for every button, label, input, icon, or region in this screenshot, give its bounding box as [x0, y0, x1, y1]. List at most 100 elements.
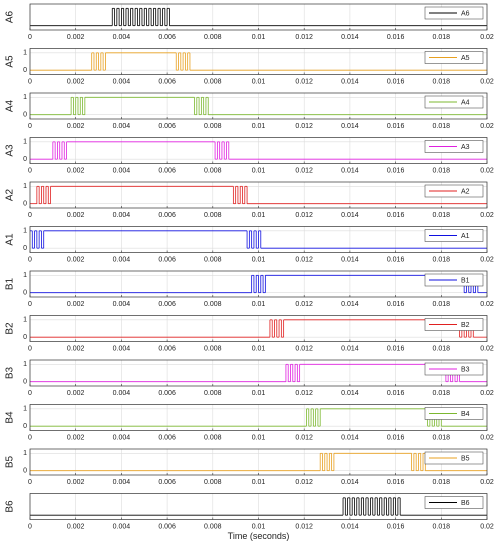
x-tick-label: 0.008 [204, 345, 222, 352]
x-tick-label: 0.014 [341, 390, 359, 397]
x-tick-label: 0.004 [113, 212, 131, 219]
x-tick-label: 0.014 [341, 123, 359, 130]
y-axis-label: A3 [5, 144, 16, 157]
y-tick-label: 1 [23, 272, 27, 279]
x-tick-label: 0.006 [158, 78, 176, 85]
y-tick-label: 0 [23, 468, 27, 475]
x-tick-label: 0.01 [252, 78, 266, 85]
y-axis-label: A2 [5, 188, 16, 201]
x-tick-label: 0.018 [433, 167, 451, 174]
y-tick-label: 0 [23, 201, 27, 208]
x-tick-label: 0.018 [433, 345, 451, 352]
x-tick-label: 0.02 [480, 167, 494, 174]
x-tick-label: 0.016 [387, 167, 405, 174]
x-tick-label: 0.012 [295, 479, 313, 486]
x-tick-label: 0.002 [67, 34, 85, 41]
x-tick-label: 0.02 [480, 78, 494, 85]
x-tick-label: 0.008 [204, 390, 222, 397]
x-tick-label: 0 [28, 34, 32, 41]
axes-frame [29, 493, 488, 520]
x-tick-label: 0.012 [295, 212, 313, 219]
y-tick-label: 1 [23, 450, 27, 457]
x-tick-label: 0 [28, 479, 32, 486]
x-tick-label: 0.006 [158, 345, 176, 352]
y-axis-label: B2 [5, 322, 16, 335]
x-tick-label: 0.014 [341, 212, 359, 219]
x-tick-label: 0.008 [204, 434, 222, 441]
x-tick-label: 0.008 [204, 523, 222, 530]
x-tick-label: 0.02 [480, 301, 494, 308]
y-tick-label: 1 [23, 94, 27, 101]
x-tick-label: 0.012 [295, 390, 313, 397]
x-tick-label: 0.02 [480, 434, 494, 441]
x-tick-label: 0.016 [387, 212, 405, 219]
x-tick-label: 0.006 [158, 167, 176, 174]
x-tick-label: 0.006 [158, 212, 176, 219]
x-tick-label: 0.014 [341, 167, 359, 174]
x-tick-label: 0.014 [341, 78, 359, 85]
x-tick-label: 0.004 [113, 301, 131, 308]
y-axis-label: B6 [5, 500, 16, 513]
y-tick-label: 1 [23, 139, 27, 146]
legend-label: A3 [461, 144, 470, 151]
x-tick-label: 0.02 [480, 345, 494, 352]
x-tick-label: 0.004 [113, 256, 131, 263]
x-tick-label: 0 [28, 434, 32, 441]
x-tick-label: 0.004 [113, 345, 131, 352]
x-tick-label: 0.006 [158, 123, 176, 130]
x-tick-label: 0.016 [387, 479, 405, 486]
x-tick-label: 0.016 [387, 301, 405, 308]
x-tick-label: 0.012 [295, 301, 313, 308]
x-tick-label: 0 [28, 523, 32, 530]
y-tick-label: 1 [23, 50, 27, 57]
x-tick-label: 0.016 [387, 78, 405, 85]
x-tick-label: 0.012 [295, 123, 313, 130]
x-tick-label: 0.002 [67, 256, 85, 263]
y-tick-label: 0 [23, 67, 27, 74]
x-tick-label: 0 [28, 123, 32, 130]
x-tick-label: 0.004 [113, 434, 131, 441]
x-tick-label: 0.02 [480, 123, 494, 130]
y-axis-label: A4 [5, 99, 16, 112]
axes-frame [29, 270, 488, 298]
x-tick-label: 0.01 [252, 123, 266, 130]
y-axis-label: B4 [5, 411, 16, 424]
axes-frame [29, 137, 488, 164]
x-tick-label: 0.008 [204, 212, 222, 219]
axes-frame [29, 404, 488, 431]
x-tick-label: 0.02 [480, 256, 494, 263]
y-tick-label: 0 [23, 245, 27, 252]
y-tick-label: 1 [23, 317, 27, 324]
y-axis-label: A6 [5, 10, 16, 23]
x-tick-label: 0.018 [433, 434, 451, 441]
x-tick-label: 0.018 [433, 123, 451, 130]
x-tick-label: 0.002 [67, 345, 85, 352]
x-tick-label: 0.02 [480, 212, 494, 219]
x-tick-label: 0.01 [252, 345, 266, 352]
x-tick-label: 0.014 [341, 479, 359, 486]
axes-frame [29, 315, 488, 342]
x-tick-label: 0.01 [252, 434, 266, 441]
x-tick-label: 0.016 [387, 390, 405, 397]
x-tick-label: 0.02 [480, 390, 494, 397]
axes-frame [29, 448, 488, 476]
x-tick-label: 0.018 [433, 479, 451, 486]
x-tick-label: 0.008 [204, 256, 222, 263]
x-tick-label: 0.004 [113, 34, 131, 41]
legend-label: B6 [461, 500, 470, 507]
x-tick-label: 0.006 [158, 34, 176, 41]
x-tick-label: 0.014 [341, 345, 359, 352]
x-tick-label: 0.004 [113, 523, 131, 530]
x-tick-label: 0.004 [113, 167, 131, 174]
x-tick-label: 0.002 [67, 523, 85, 530]
legend-label: B4 [461, 411, 470, 418]
x-tick-label: 0.008 [204, 479, 222, 486]
x-tick-label: 0.008 [204, 301, 222, 308]
x-tick-label: 0.012 [295, 345, 313, 352]
x-tick-label: 0.01 [252, 523, 266, 530]
y-axis-label: B1 [5, 277, 16, 290]
legend-label: B1 [461, 277, 470, 284]
y-tick-label: 0 [23, 423, 27, 430]
x-tick-label: 0.014 [341, 523, 359, 530]
